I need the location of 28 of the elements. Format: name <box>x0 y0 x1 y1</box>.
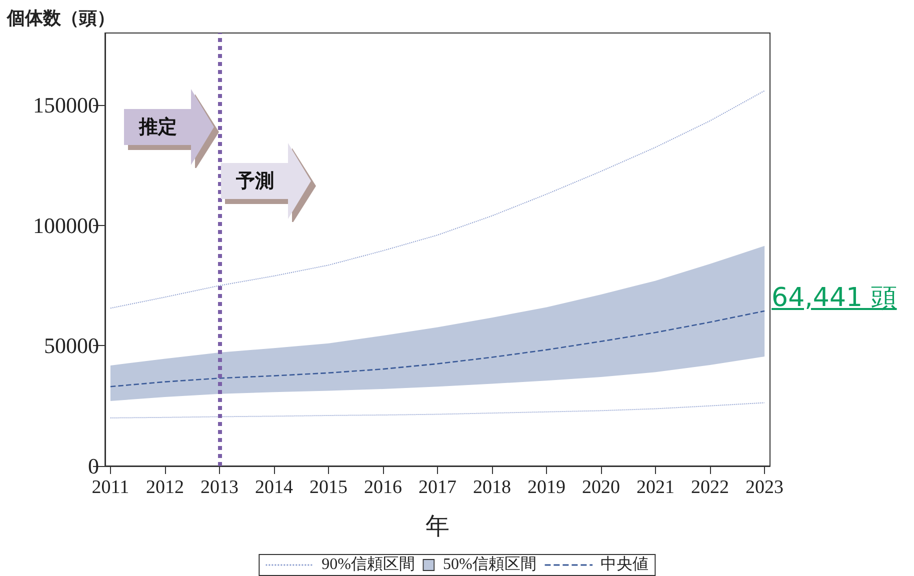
x-tick-label: 2015 <box>309 477 348 498</box>
annotation: 64,441 頭 <box>772 282 897 313</box>
x-tick-label: 2023 <box>746 477 784 498</box>
text: 50%信頼区間 <box>443 555 536 575</box>
x-tick-label: 2019 <box>528 477 566 498</box>
line-series <box>110 310 766 388</box>
x-tick-label: 2018 <box>473 477 512 498</box>
x-axis-title: 年 <box>426 512 450 540</box>
x-tick-label: 2016 <box>364 477 402 498</box>
x-tick-label: 2021 <box>636 477 675 498</box>
line-series <box>110 402 766 418</box>
annotation: 推定 <box>138 115 178 140</box>
y-tick-label: 100000 <box>33 212 99 238</box>
y-tick-label: 50000 <box>44 333 99 358</box>
y-tick-label: 0 <box>88 454 99 478</box>
x-tick-label: 2013 <box>200 477 238 498</box>
x-tick-label: 2012 <box>146 477 184 498</box>
annotation: 予測 <box>234 169 275 194</box>
y-tick-label: 150000 <box>33 92 99 118</box>
x-tick-label: 2011 <box>92 477 130 498</box>
x-tick-label: 2017 <box>418 477 456 498</box>
y-axis-title: 個体数（頭） <box>6 8 115 28</box>
legend-label: 90%信頼区間 <box>322 555 415 575</box>
legend-label: 中央値 <box>600 555 648 575</box>
x-tick-label: 2020 <box>582 477 620 498</box>
x-tick-label: 2014 <box>254 477 294 498</box>
line-series <box>110 90 766 309</box>
x-tick-label: 2022 <box>691 477 730 498</box>
